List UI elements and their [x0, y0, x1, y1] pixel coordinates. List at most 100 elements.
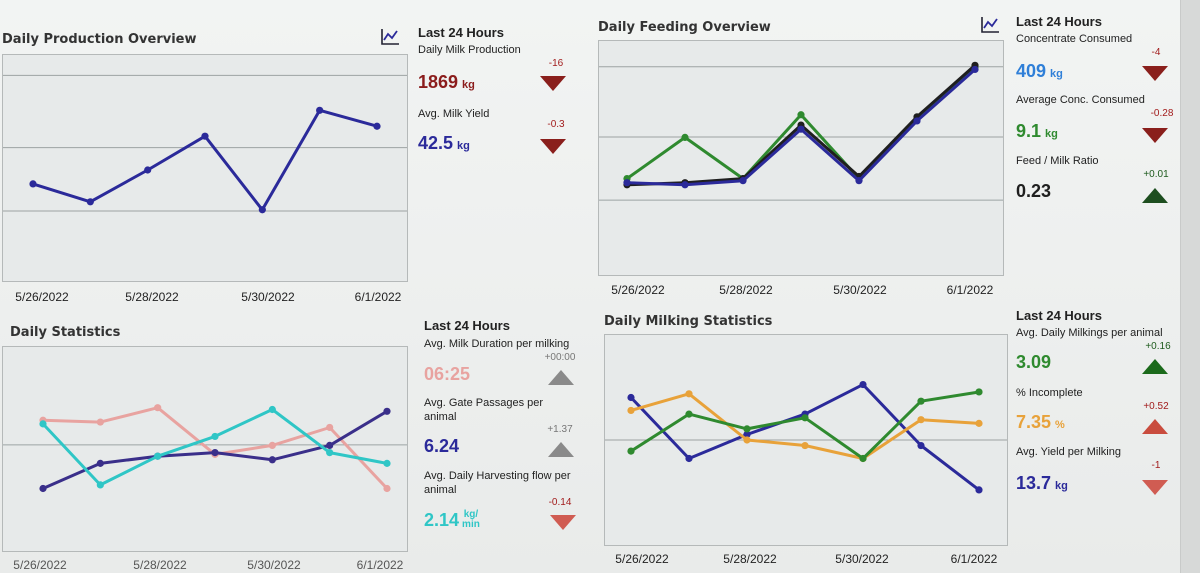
incomplete-unit: %: [1055, 419, 1065, 431]
milking-last24-heading: Last 24 Hours: [1016, 308, 1102, 323]
statistics-data-point[interactable]: [96, 418, 104, 426]
statistics-data-point[interactable]: [39, 484, 47, 493]
milking-data-point[interactable]: [801, 441, 809, 450]
production-data-point[interactable]: [201, 132, 209, 140]
daily-milkings-label: Avg. Daily Milkings per animal: [1016, 327, 1163, 339]
x-tick-label: 6/1/2022: [950, 552, 998, 566]
milking-data-point[interactable]: [917, 416, 925, 424]
feeding-data-point[interactable]: [623, 179, 631, 187]
statistics-data-point[interactable]: [154, 452, 162, 460]
milk-production-unit: kg: [462, 79, 475, 91]
feeding-data-point[interactable]: [797, 125, 805, 133]
up-arrow-icon: [1142, 188, 1168, 203]
production-plot: [2, 54, 408, 282]
x-tick-label: 5/28/2022: [125, 290, 179, 304]
statistics-data-point[interactable]: [96, 481, 104, 489]
gate-passages-value: 6.24: [424, 436, 460, 456]
avg-conc-consumed-value: 9.1 kg: [1016, 121, 1058, 142]
milking-plot: [604, 334, 1008, 546]
avg-conc-consumed-label: Average Conc. Consumed: [1016, 94, 1145, 106]
statistics-plot: [2, 346, 408, 552]
statistics-data-point[interactable]: [39, 420, 47, 428]
milk-production-value: 1869 kg: [418, 72, 475, 93]
feeding-data-point[interactable]: [739, 177, 747, 185]
milking-data-point[interactable]: [685, 390, 693, 398]
feeding-data-point[interactable]: [913, 117, 921, 125]
x-tick-label: 5/28/2022: [133, 558, 187, 572]
statistics-data-point[interactable]: [383, 459, 391, 467]
daily-milkings-value: 3.09: [1016, 352, 1052, 372]
production-data-point[interactable]: [144, 166, 152, 174]
up-arrow-icon: [548, 442, 574, 457]
x-tick-label: 5/30/2022: [835, 552, 889, 566]
feed-milk-ratio-delta: +0.01: [1143, 169, 1169, 180]
down-arrow-icon: [1142, 128, 1168, 143]
x-tick-label: 5/30/2022: [833, 283, 887, 297]
milking-data-point[interactable]: [685, 454, 693, 463]
line-chart-icon[interactable]: [980, 16, 1000, 34]
milking-data-point[interactable]: [743, 430, 751, 439]
milking-data-point[interactable]: [917, 397, 925, 405]
production-data-point[interactable]: [29, 180, 37, 188]
statistics-data-point[interactable]: [326, 448, 334, 457]
statistics-data-point[interactable]: [211, 432, 219, 441]
milking-data-point[interactable]: [743, 436, 751, 444]
milk-yield-unit: kg: [457, 140, 470, 152]
harvesting-flow-unit: kg/min: [462, 510, 480, 530]
statistics-data-point[interactable]: [383, 407, 391, 415]
milk-production-delta: -16: [548, 58, 564, 69]
milking-data-point[interactable]: [975, 388, 983, 396]
statistics-data-point[interactable]: [154, 404, 162, 412]
milking-data-point[interactable]: [859, 454, 867, 463]
milk-duration-value: 06:25: [424, 364, 471, 384]
yield-per-milking-number: 13.7: [1016, 473, 1052, 493]
feeding-data-point[interactable]: [681, 181, 689, 189]
statistics-data-point[interactable]: [211, 448, 219, 457]
concentrate-consumed-number: 409: [1016, 61, 1047, 81]
yield-per-milking-label: Avg. Yield per Milking: [1016, 446, 1121, 458]
down-arrow-icon: [1142, 66, 1168, 81]
down-arrow-icon: [1142, 480, 1168, 495]
milking-x-axis: 5/26/2022 5/28/2022 5/30/2022 6/1/2022: [604, 552, 1014, 568]
milking-data-point[interactable]: [975, 419, 983, 427]
line-chart-icon[interactable]: [380, 28, 400, 46]
gate-passages-label: Avg. Gate Passages per animal: [424, 397, 544, 423]
milking-data-point[interactable]: [743, 425, 751, 433]
yield-per-milking-unit: kg: [1055, 480, 1068, 492]
production-data-point[interactable]: [316, 106, 324, 114]
milking-data-point[interactable]: [917, 441, 925, 450]
gate-passages-delta: +1.37: [547, 424, 573, 435]
milk-yield-delta: -0.3: [547, 119, 565, 130]
statistics-data-point[interactable]: [268, 405, 276, 414]
milking-data-point[interactable]: [627, 393, 635, 402]
feeding-title: Daily Feeding Overview: [598, 20, 771, 35]
milk-yield-number: 42.5: [418, 133, 454, 153]
feeding-data-point[interactable]: [855, 177, 863, 185]
milking-data-point[interactable]: [801, 414, 809, 422]
down-arrow-icon: [540, 139, 566, 154]
statistics-data-point[interactable]: [326, 441, 334, 450]
production-data-point[interactable]: [373, 122, 381, 130]
statistics-data-point[interactable]: [268, 441, 276, 450]
milking-data-point[interactable]: [975, 486, 983, 494]
incomplete-number: 7.35: [1016, 412, 1052, 432]
harvesting-flow-unit-bottom: min: [462, 519, 480, 530]
milk-duration-label: Avg. Milk Duration per milking: [424, 338, 570, 350]
production-data-point[interactable]: [86, 198, 94, 206]
x-tick-label: 6/1/2022: [354, 290, 402, 304]
milking-data-point[interactable]: [859, 380, 867, 389]
production-data-point[interactable]: [258, 206, 266, 214]
concentrate-consumed-unit: kg: [1050, 68, 1063, 80]
statistics-data-point[interactable]: [268, 456, 276, 464]
statistics-data-point[interactable]: [383, 484, 391, 493]
milking-data-point[interactable]: [627, 406, 635, 415]
feeding-data-point[interactable]: [971, 65, 979, 74]
production-chart-svg: [3, 74, 407, 214]
feeding-data-point[interactable]: [681, 133, 689, 142]
statistics-data-point[interactable]: [96, 459, 104, 467]
statistics-data-point[interactable]: [326, 423, 334, 432]
milking-data-point[interactable]: [685, 410, 693, 418]
down-arrow-icon: [540, 76, 566, 91]
feeding-data-point[interactable]: [797, 111, 805, 119]
milking-data-point[interactable]: [627, 447, 635, 455]
